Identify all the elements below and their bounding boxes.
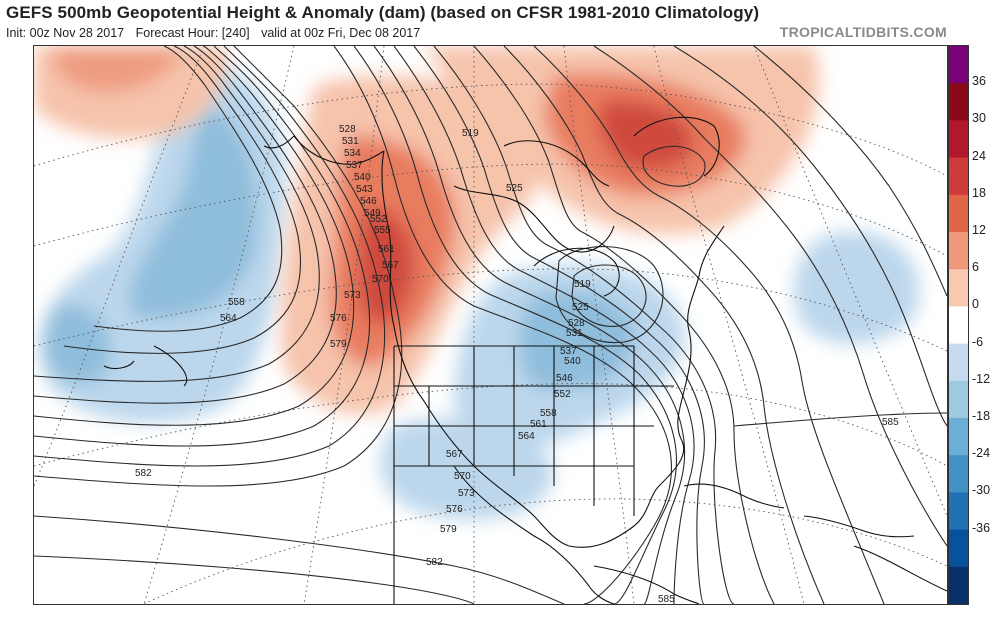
label-537-a: 537 <box>346 160 363 171</box>
label-531-a: 531 <box>342 136 359 147</box>
positive-anomaly-shading <box>34 46 820 414</box>
colorbar-swatch <box>949 269 968 307</box>
colorbar-swatch <box>949 455 968 493</box>
label-537-b: 537 <box>560 346 577 357</box>
label-540-a: 540 <box>354 172 371 183</box>
colorbar-swatch <box>949 157 968 196</box>
label-534-a: 534 <box>344 148 361 159</box>
label-558-b: 558 <box>540 408 557 419</box>
label-582-pac: 582 <box>135 468 152 479</box>
label-570-a: 570 <box>372 274 389 285</box>
label-564-b: 564 <box>518 431 535 442</box>
colorbar-label: 30 <box>972 111 986 126</box>
label-585-a: 585 <box>882 417 899 428</box>
label-573-a: 573 <box>344 290 361 301</box>
forecast-hour: Forecast Hour: [240] <box>135 26 250 40</box>
label-579-a: 579 <box>330 339 347 350</box>
label-540-b: 540 <box>564 356 581 367</box>
colorbar-swatch <box>949 566 968 605</box>
label-543-a: 543 <box>356 184 373 195</box>
colorbar-swatches <box>949 46 968 605</box>
label-549-a: 549 <box>364 208 381 219</box>
label-567-a: 567 <box>382 260 399 271</box>
label-561-a: 561 <box>378 244 395 255</box>
label-585-b: 585 <box>658 594 675 604</box>
colorbar-swatch <box>949 380 968 419</box>
colorbar-label: 6 <box>972 260 979 275</box>
label-528-a: 528 <box>339 124 356 135</box>
contour-labels: 528 531 534 537 540 543 546 549 552 555 … <box>135 124 899 604</box>
colorbar-label: -6 <box>972 334 984 349</box>
label-573-b: 573 <box>458 488 475 499</box>
label-546-a: 546 <box>360 196 377 207</box>
label-552-b: 552 <box>554 389 571 400</box>
map-canvas: 528 531 534 537 540 543 546 549 552 555 … <box>34 46 947 604</box>
colorbar-label: -24 <box>972 446 991 461</box>
colorbar-swatch <box>949 232 968 270</box>
graticule-lines <box>34 46 947 604</box>
colorbar-swatch <box>949 418 968 456</box>
chart-title: GEFS 500mb Geopotential Height & Anomaly… <box>6 3 760 22</box>
height-contours <box>34 46 947 604</box>
label-519-b: 519 <box>574 279 591 290</box>
colorbar-swatch <box>949 492 968 531</box>
colorbar-label: 12 <box>972 223 986 237</box>
colorbar-swatch <box>949 529 968 568</box>
colorbar-label: 24 <box>972 148 986 163</box>
colorbar-label: -36 <box>972 520 991 535</box>
label-582-b: 582 <box>426 557 443 568</box>
label-570-b: 570 <box>454 471 471 482</box>
colorbar-swatch <box>949 306 968 345</box>
colorbar-label: -30 <box>972 483 991 498</box>
colorbar-swatch <box>949 120 968 159</box>
colorbar-label: -18 <box>972 409 991 423</box>
init-time: Init: 00z Nov 28 2017 <box>6 26 125 40</box>
label-531-b: 531 <box>566 328 583 339</box>
colorbar-swatch <box>949 46 968 84</box>
label-525-a: 525 <box>506 183 523 194</box>
valid-time: valid at 00z Fri, Dec 08 2017 <box>261 26 421 40</box>
label-576-a: 576 <box>330 313 347 324</box>
colorbar-swatch <box>949 343 968 382</box>
anomaly-colorbar <box>948 45 969 605</box>
label-576-b: 576 <box>446 504 463 515</box>
label-555-a: 555 <box>374 225 391 236</box>
negative-anomaly-shading <box>39 63 920 520</box>
label-525-b: 525 <box>572 302 589 313</box>
label-561-b: 561 <box>530 419 547 430</box>
label-564-pac: 564 <box>220 313 237 324</box>
label-519: 519 <box>462 128 479 139</box>
coastlines <box>103 116 947 604</box>
site-brand: TROPICALTIDBITS.COM <box>779 24 947 40</box>
label-552-a: 552 <box>370 214 387 225</box>
anomaly-map: 528 531 534 537 540 543 546 549 552 555 … <box>33 45 948 605</box>
colorbar-label: -12 <box>972 371 991 386</box>
label-546-b: 546 <box>556 373 573 384</box>
colorbar-swatch <box>949 83 968 121</box>
colorbar-label: 0 <box>972 297 979 312</box>
label-528-b: 528 <box>568 318 585 329</box>
label-558-pac: 558 <box>228 297 245 308</box>
colorbar-swatch <box>949 194 968 233</box>
label-567-b: 567 <box>446 449 463 460</box>
label-579-b: 579 <box>440 524 457 535</box>
colorbar-label: 36 <box>972 74 986 89</box>
colorbar-label: 18 <box>972 185 986 200</box>
run-info: Init: 00z Nov 28 2017 Forecast Hour: [24… <box>6 26 428 40</box>
